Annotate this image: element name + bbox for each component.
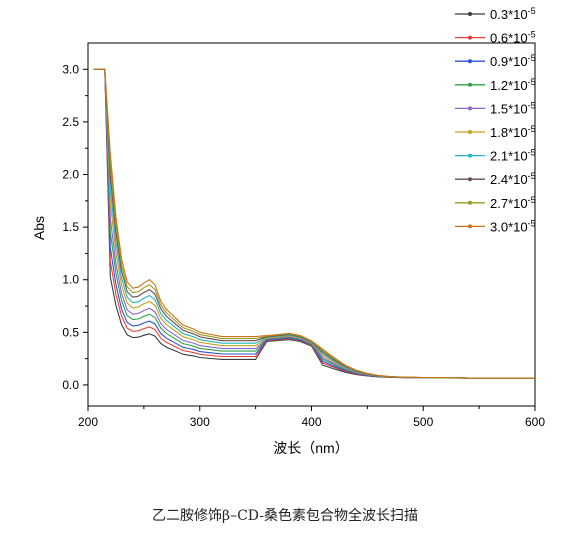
legend-label-exponent: -5 (528, 171, 536, 181)
legend-label: 2.4*10-5 (490, 171, 536, 187)
legend-label: 2.1*10-5 (490, 148, 536, 164)
series-line (93, 68, 535, 379)
y-tick-label: 0.0 (62, 378, 79, 392)
legend-label-exponent: -5 (528, 77, 536, 87)
axis-ticks: 200 300 400 500 600 0.0 0.5 1.0 1.5 2.0 2.5 3.0 (62, 62, 545, 429)
legend-label-base: 0.3*10 (490, 7, 528, 22)
legend-label-exponent: -5 (528, 195, 536, 205)
legend-label-base: 1.8*10 (490, 125, 528, 140)
legend-marker (468, 153, 472, 158)
x-tick-label: 400 (301, 415, 321, 429)
legend-label-base: 3.0*10 (490, 219, 528, 234)
series-layer (93, 68, 535, 379)
y-tick-label: 2.5 (62, 115, 79, 129)
legend-label: 0.6*10-5 (490, 30, 536, 46)
legend-label-base: 1.2*10 (490, 78, 528, 93)
legend-label: 3.0*10-5 (490, 218, 536, 234)
legend-marker (468, 224, 472, 229)
legend-label-base: 2.7*10 (490, 196, 528, 211)
legend-label-exponent: -5 (528, 148, 536, 158)
legend-marker (468, 82, 472, 87)
legend-label: 1.5*10-5 (490, 100, 536, 116)
legend-label-base: 0.6*10 (490, 31, 528, 46)
legend-label: 1.2*10-5 (490, 77, 536, 93)
y-tick-label: 3.0 (62, 62, 79, 76)
legend-label-base: 1.5*10 (490, 101, 528, 116)
legend-label-exponent: -5 (528, 30, 536, 40)
legend-marker (468, 200, 472, 205)
legend-label-exponent: -5 (528, 6, 536, 16)
x-tick-label: 600 (525, 415, 545, 429)
legend-label: 1.8*10-5 (490, 124, 536, 140)
y-axis-title: Abs (31, 216, 47, 240)
legend-label-exponent: -5 (528, 53, 536, 63)
x-axis-title: 波长（nm） (273, 440, 348, 456)
legend-marker (468, 177, 472, 182)
x-tick-label: 200 (78, 415, 98, 429)
y-tick-label: 2.0 (62, 168, 79, 182)
legend-label-base: 2.1*10 (490, 149, 528, 164)
series-line (93, 68, 535, 379)
legend-label-exponent: -5 (528, 100, 536, 110)
legend-label: 0.3*10-5 (490, 6, 536, 22)
legend-marker (468, 106, 472, 111)
legend-label-exponent: -5 (528, 218, 536, 228)
legend-marker (468, 12, 472, 16)
y-tick-label: 1.0 (62, 273, 79, 287)
legend: 0.3*10-50.6*10-50.9*10-51.2*10-51.5*10-5… (455, 6, 536, 234)
y-tick-label: 0.5 (62, 325, 79, 339)
legend-marker (468, 59, 472, 64)
legend-label: 0.9*10-5 (490, 53, 536, 69)
legend-label: 2.7*10-5 (490, 195, 536, 211)
legend-label-base: 2.4*10 (490, 172, 528, 187)
x-tick-label: 500 (413, 415, 433, 429)
plot-area (87, 42, 536, 407)
legend-label-base: 0.9*10 (490, 54, 528, 69)
legend-marker (468, 130, 472, 134)
legend-marker (468, 35, 472, 40)
legend-label-exponent: -5 (528, 124, 536, 134)
y-tick-label: 1.5 (62, 220, 79, 234)
x-tick-label: 300 (190, 415, 210, 429)
figure-caption: 乙二胺修饰β–CD-桑色素包合物全波长扫描 (151, 508, 419, 524)
uv-vis-spectrum-chart: 200 300 400 500 600 0.0 0.5 1.0 1.5 2.0 2.5 3.0 0.3… (31, 6, 545, 456)
